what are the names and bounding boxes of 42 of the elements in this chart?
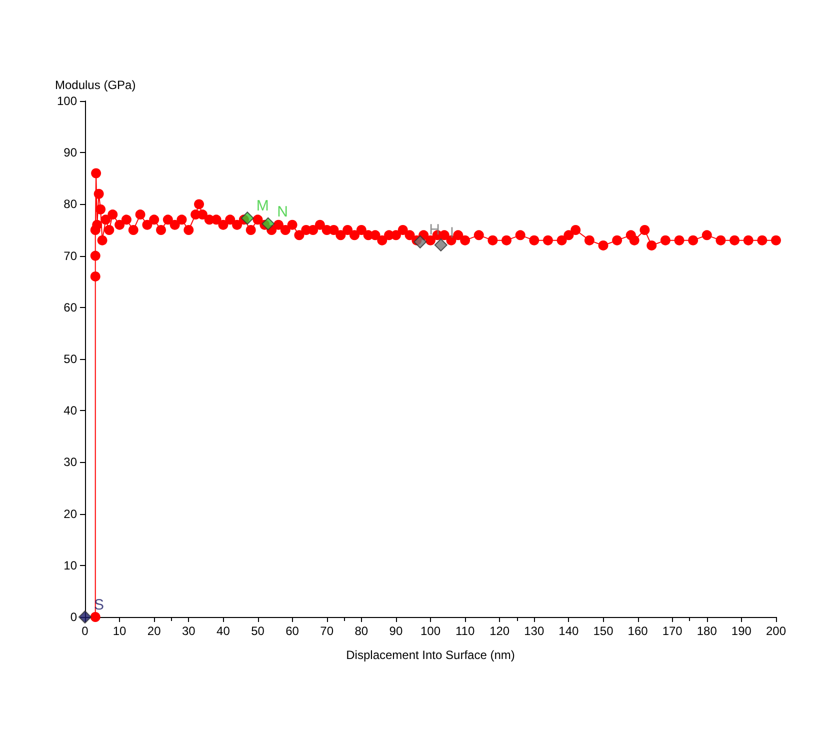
y-tick-label: 20 <box>64 506 78 521</box>
x-tick-label: 30 <box>182 624 196 638</box>
point <box>414 235 427 248</box>
x-tick-label: 50 <box>251 624 265 638</box>
y-tick-label: 70 <box>64 248 78 263</box>
x-tick-label: 100 <box>420 624 441 638</box>
y-tick-label: 80 <box>64 197 78 212</box>
x-tick-label: 140 <box>558 624 580 638</box>
y-tick-label: 0 <box>70 610 78 624</box>
x-tick-label: 180 <box>696 624 718 638</box>
x-tick-label: 160 <box>628 624 648 638</box>
y-tick-label: 50 <box>64 352 78 366</box>
y-tick-label: 100 <box>56 94 78 108</box>
x-axis-title: Displacement Into Surface (nm) <box>346 648 515 662</box>
x-tick-label: 60 <box>286 624 300 638</box>
y-tick-label: 40 <box>64 404 78 418</box>
point <box>240 212 254 225</box>
x-tick-label: 0 <box>82 624 89 638</box>
x-tick-label: 40 <box>216 624 230 638</box>
y-tick-label: 10 <box>64 558 78 572</box>
x-tick-label: 80 <box>354 624 368 638</box>
x-tick-label: 190 <box>731 624 752 638</box>
point <box>78 610 92 624</box>
x-tick-label: 150 <box>593 624 614 638</box>
x-tick-label: 120 <box>490 624 510 638</box>
annotation: N <box>277 203 288 220</box>
x-tick-label: 130 <box>524 624 544 638</box>
y-axis-title: Modulus (GPa) <box>55 78 136 92</box>
point <box>434 238 448 252</box>
y-tick-label: 30 <box>64 455 78 470</box>
x-tick-label: 10 <box>112 624 127 638</box>
point <box>262 217 275 230</box>
x-tick-label: 90 <box>389 624 403 638</box>
y-tick-label: 60 <box>64 300 78 314</box>
x-tick-label: 110 <box>455 624 475 638</box>
x-tick-label: 20 <box>147 624 162 638</box>
x-tick-label: 170 <box>662 624 683 638</box>
annotation: M <box>256 198 269 215</box>
x-tick-label: 70 <box>320 624 334 638</box>
annotation: I <box>450 224 454 242</box>
y-tick-label: 90 <box>64 146 78 160</box>
x-tick-label: 200 <box>766 624 786 638</box>
